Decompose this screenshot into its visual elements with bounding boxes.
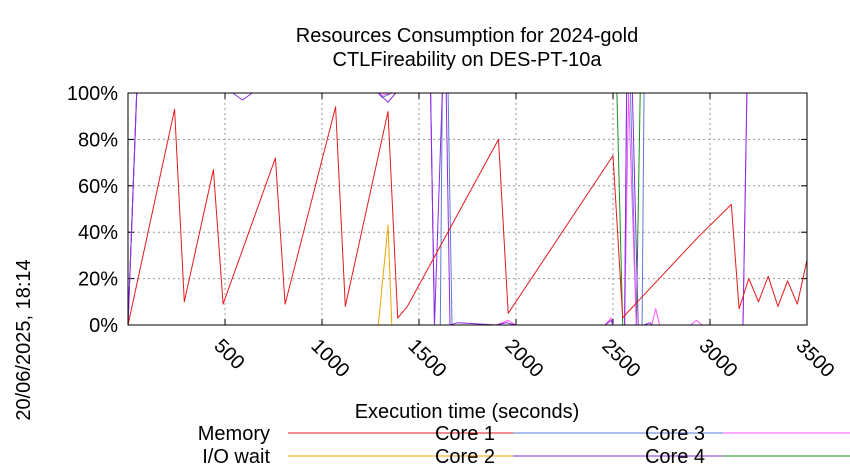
x-tick-label: 1000 (306, 335, 353, 382)
legend-label: I/O wait (202, 446, 270, 468)
legend-label: Core 3 (645, 423, 705, 445)
legend-label: Core 2 (435, 446, 495, 468)
x-tick-label: 500 (209, 335, 248, 374)
chart-subtitle: CTLFireability on DES-PT-10a (333, 49, 603, 71)
grid-lines (128, 93, 807, 325)
y-tick-label: 40% (78, 222, 118, 244)
x-tick-label: 3000 (694, 335, 741, 382)
series-line-core-2 (127, 92, 807, 326)
timestamp-label: 20/06/2025, 18:14 (13, 259, 35, 420)
series-line-core-3 (127, 92, 807, 326)
y-tick-label: 80% (78, 129, 118, 151)
chart-title: Resources Consumption for 2024-gold (296, 25, 638, 47)
series-line-i-o-wait (377, 224, 393, 326)
legend-label: Memory (198, 423, 270, 445)
y-tick-label: 0% (89, 315, 118, 337)
y-tick-label: 20% (78, 269, 118, 291)
series-lines (127, 92, 808, 326)
y-tick-label: 60% (78, 176, 118, 198)
x-tick-label: 1500 (403, 335, 450, 382)
x-axis-label: Execution time (seconds) (355, 401, 580, 423)
series-line-core-1 (127, 92, 807, 326)
series-line-memory (127, 106, 808, 326)
x-tick-label: 2000 (500, 335, 547, 382)
y-axis-ticks: 0% 20% 40% 60% 80% 100% (67, 83, 807, 337)
x-tick-label: 2500 (597, 335, 644, 382)
x-tick-label: 3500 (791, 335, 838, 382)
plot-frame (127, 92, 808, 326)
y-tick-label: 100% (67, 83, 118, 105)
series-line-core-4 (127, 92, 807, 326)
legend-label: Core 1 (435, 423, 495, 445)
legend-label: Core 4 (645, 446, 705, 468)
